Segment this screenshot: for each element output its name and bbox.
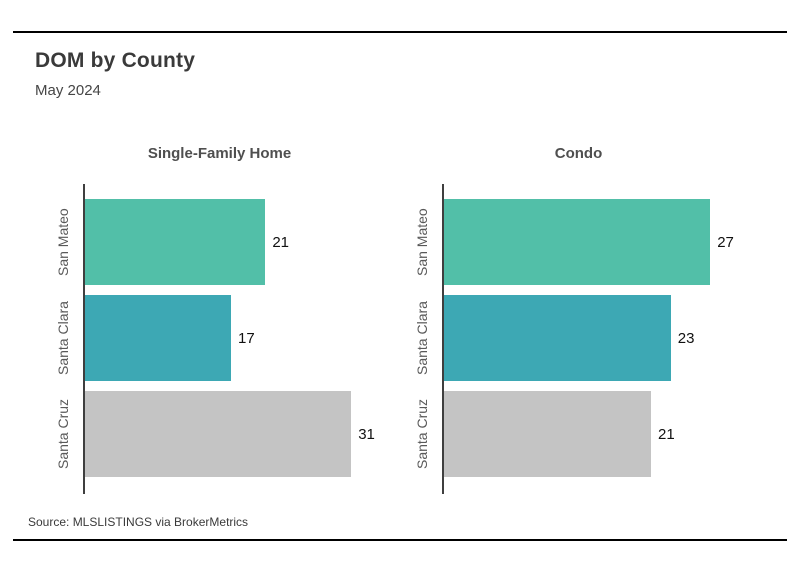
y-axis-label-santa-cruz: Santa Cruz bbox=[55, 398, 71, 470]
bar-row-santa-clara: Santa Clara 17 bbox=[55, 290, 391, 386]
bar-san-mateo bbox=[444, 199, 711, 285]
top-border-rule bbox=[13, 31, 787, 33]
y-axis-label-san-mateo: San Mateo bbox=[55, 208, 71, 276]
bar-row-san-mateo: San Mateo 27 bbox=[414, 194, 750, 290]
panel-title-single-family-home: Single-Family Home bbox=[147, 145, 292, 162]
chart-title: DOM by County bbox=[35, 49, 196, 72]
bar-value-label: 17 bbox=[237, 329, 255, 347]
bar-santa-clara bbox=[85, 295, 231, 381]
bar-value-label: 23 bbox=[677, 329, 695, 347]
bar-value-label: 21 bbox=[658, 425, 675, 443]
bar-row-san-mateo: San Mateo 21 bbox=[55, 194, 391, 290]
plot-area-single-family-home: San Mateo 21 Santa Clara 17 Santa Cruz 3… bbox=[55, 184, 391, 494]
panel-title-condo: Condo bbox=[554, 145, 603, 162]
bar-value-label: 31 bbox=[358, 425, 375, 443]
y-axis-label-santa-clara: Santa Clara bbox=[55, 301, 71, 375]
bottom-border-rule bbox=[13, 539, 787, 541]
y-axis-label-santa-clara: Santa Clara bbox=[414, 301, 430, 375]
chart-subtitle: May 2024 bbox=[35, 82, 101, 99]
panel-single-family-home: Single-Family Home San Mateo 21 Santa Cl… bbox=[48, 145, 391, 505]
bar-san-mateo bbox=[85, 199, 266, 285]
bar-row-santa-cruz: Santa Cruz 31 bbox=[55, 386, 391, 482]
bar-row-santa-cruz: Santa Cruz 21 bbox=[414, 386, 750, 482]
bar-value-label: 21 bbox=[272, 233, 290, 251]
bar-value-label: 27 bbox=[717, 233, 734, 251]
y-axis-label-san-mateo: San Mateo bbox=[414, 208, 430, 276]
panel-condo: Condo San Mateo 27 Santa Clara 23 Santa … bbox=[407, 145, 750, 505]
bar-santa-cruz bbox=[85, 391, 352, 477]
bar-row-santa-clara: Santa Clara 23 bbox=[414, 290, 750, 386]
bar-santa-cruz bbox=[444, 391, 652, 477]
bar-santa-clara bbox=[444, 295, 671, 381]
plot-area-condo: San Mateo 27 Santa Clara 23 Santa Cruz 2… bbox=[414, 184, 750, 494]
y-axis-label-santa-cruz: Santa Cruz bbox=[414, 398, 430, 470]
source-note: Source: MLSLISTINGS via BrokerMetrics bbox=[28, 515, 249, 529]
